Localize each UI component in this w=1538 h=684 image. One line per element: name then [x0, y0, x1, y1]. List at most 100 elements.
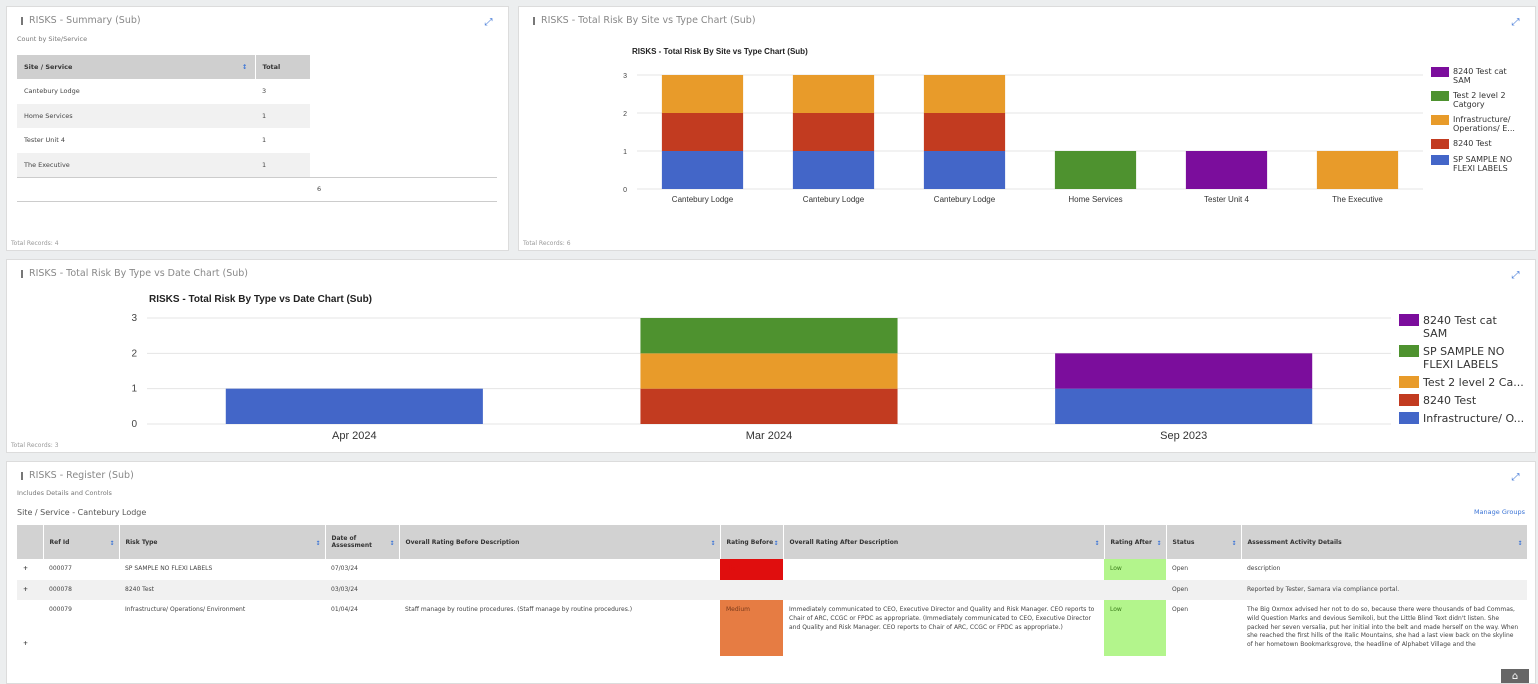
sort-icon[interactable]: ↕	[1094, 540, 1100, 547]
summary-table: Site / Service ↕ Total Cantebury Lodge 3 Ho…	[17, 55, 497, 202]
legend-item[interactable]: 8240 Test	[1431, 139, 1515, 149]
legend-item[interactable]: Infrastructure/ O...	[1399, 412, 1524, 425]
legend-item[interactable]: 8240 Test cat SAM	[1399, 314, 1524, 340]
table-row[interactable]: Tester Unit 4 1	[17, 128, 497, 153]
sort-icon[interactable]: ↕	[389, 540, 395, 547]
bar-segment	[923, 151, 1006, 189]
sort-icon[interactable]: ↕	[109, 540, 115, 547]
table-row[interactable]: Home Services 1	[17, 103, 497, 128]
column-header-label: Date of Assessment	[331, 535, 372, 549]
column-header-assessment-activity-details[interactable]: Assessment Activity Details ↕	[1241, 525, 1528, 559]
table-row[interactable]: +000079 Infrastructure/ Operations/ Envir…	[17, 600, 1527, 656]
x-category-label: Sep 2023	[1160, 430, 1207, 442]
drag-handle-icon[interactable]	[21, 471, 23, 480]
total-cell: 3	[262, 87, 267, 96]
rating-after-description-cell	[783, 559, 1104, 580]
legend-item[interactable]: SP SAMPLE NO FLEXI LABELS	[1431, 155, 1515, 173]
site-cell: The Executive	[17, 152, 255, 177]
legend-label: SP SAMPLE NO FLEXI LABELS	[1453, 155, 1513, 173]
sort-icon[interactable]: ↕	[315, 540, 321, 547]
empty-cell	[310, 128, 497, 153]
manage-groups-link[interactable]: Manage Groups	[1473, 508, 1525, 516]
column-header-label: Overall Rating Before Description	[405, 538, 520, 546]
assessment-details-cell: The Big Oxmox advised her not to do so, …	[1247, 606, 1519, 649]
column-header-overall-rating-before-description[interactable]: Overall Rating Before Description ↕	[399, 525, 721, 559]
legend-label: 8240 Test	[1453, 139, 1492, 148]
expand-icon[interactable]: ⤢	[1511, 270, 1520, 281]
column-header-risk-type[interactable]: Risk Type ↕	[119, 525, 326, 559]
sort-icon[interactable]: ↕	[1517, 540, 1523, 547]
column-header-rating-before[interactable]: Rating Before ↕	[720, 525, 784, 559]
grand-total-cell: 6	[17, 176, 497, 202]
legend-swatch	[1431, 115, 1449, 125]
bar-segment	[1055, 388, 1313, 424]
drag-handle-icon[interactable]	[21, 16, 23, 25]
y-tick-label: 2	[623, 111, 627, 118]
column-header-label: Overall Rating After Description	[789, 538, 899, 546]
legend-item[interactable]: 8240 Test cat SAM	[1431, 67, 1515, 85]
column-header-site[interactable]: Site / Service ↕	[17, 55, 256, 79]
chart-legend: 8240 Test cat SAM SP SAMPLE NO FLEXI LABELS…	[1399, 314, 1524, 425]
bar-segment	[661, 113, 744, 151]
ref-id-link[interactable]: 000077	[49, 565, 72, 572]
bar-segment	[640, 318, 898, 354]
site-chart-panel: RISKS - Total Risk By Site vs Type Chart…	[518, 6, 1536, 251]
legend-item[interactable]: Test 2 level 2 Catgory	[1431, 91, 1515, 109]
legend-item[interactable]: SP SAMPLE NO FLEXI LABELS	[1399, 345, 1524, 371]
sort-icon[interactable]: ↕	[710, 540, 716, 547]
rating-before-badge: High	[720, 559, 783, 580]
panel-title: RISKS - Register (Sub)	[21, 470, 134, 481]
bar-segment	[1185, 151, 1268, 189]
site-cell: Cantebury Lodge	[24, 87, 80, 96]
legend-swatch	[1399, 394, 1419, 406]
expand-icon[interactable]: ⤢	[1511, 472, 1520, 483]
legend-swatch	[1399, 412, 1419, 424]
sort-icon[interactable]: ↕	[773, 540, 779, 547]
legend-label: Infrastructure/Operations/ E...	[1453, 115, 1515, 133]
risk-type-cell: Infrastructure/ Operations/ Environment	[125, 606, 246, 614]
legend-item[interactable]: Test 2 level 2 Ca...	[1399, 376, 1524, 389]
column-header-label: Assessment Activity Details	[1247, 538, 1342, 546]
legend-swatch	[1431, 139, 1449, 149]
legend-swatch	[1431, 155, 1449, 165]
expand-icon[interactable]: ⤢	[1511, 17, 1520, 28]
risk-type-cell: 8240 Test	[119, 579, 325, 601]
expand-row-icon[interactable]: +	[23, 565, 29, 572]
date-chart-panel: RISKS - Total Risk By Type vs Date Chart…	[6, 259, 1536, 453]
ref-id-link[interactable]: 000079	[49, 606, 72, 614]
y-tick-label: 0	[623, 187, 627, 194]
risk-type-cell: SP SAMPLE NO FLEXI LABELS	[125, 565, 213, 572]
drag-handle-icon[interactable]	[21, 269, 23, 278]
legend-item[interactable]: 8240 Test	[1399, 394, 1524, 407]
rating-after-description-cell: Immediately communicated to CEO, Executi…	[789, 606, 1095, 631]
column-header-rating-after[interactable]: Rating After ↕	[1104, 525, 1167, 559]
expand-row-icon[interactable]: +	[17, 579, 43, 601]
table-row[interactable]: The Executive 1	[17, 152, 497, 177]
sort-icon[interactable]: ↕	[1231, 540, 1237, 547]
table-row[interactable]: Cantebury Lodge 3	[17, 79, 497, 104]
table-row[interactable]: +000077 SP SAMPLE NO FLEXI LABELS 07/03/24…	[17, 559, 1527, 580]
x-category-label: Home Services	[1068, 195, 1122, 204]
column-header-overall-rating-after-description[interactable]: Overall Rating After Description ↕	[783, 525, 1105, 559]
ref-id-link[interactable]: 000078	[43, 579, 119, 601]
total-cell: 1	[255, 103, 310, 128]
legend-item[interactable]: Infrastructure/Operations/ E...	[1431, 115, 1515, 133]
column-header-total[interactable]: Total	[255, 55, 311, 79]
legend-swatch	[1399, 345, 1419, 357]
column-header-ref-id[interactable]: Ref Id ↕	[43, 525, 120, 559]
rating-after-badge	[1104, 579, 1166, 601]
status-cell: Open	[1172, 606, 1189, 614]
group-label: Site / Service - Cantebury Lodge	[17, 508, 147, 517]
chart-title: RISKS - Total Risk By Type vs Date Chart…	[149, 294, 372, 305]
scroll-to-top-button[interactable]: ⌂	[1501, 669, 1529, 683]
sort-icon[interactable]: ↕	[1156, 540, 1162, 547]
column-header-status[interactable]: Status ↕	[1166, 525, 1242, 559]
expand-row-icon[interactable]: +	[23, 639, 29, 647]
column-header-date-of-assessment[interactable]: Date of Assessment ↕	[325, 525, 400, 559]
table-row[interactable]: +000078 8240 Test 03/03/24 Open Reported by …	[17, 579, 1527, 601]
column-header-label: Ref Id	[49, 538, 70, 546]
expand-icon[interactable]: ⤢	[484, 17, 493, 28]
chart-legend: 8240 Test cat SAM Test 2 level 2 Catgory Inf…	[1431, 67, 1515, 173]
footer-total-records: Total Records: 6	[523, 240, 571, 247]
drag-handle-icon[interactable]	[533, 16, 535, 25]
